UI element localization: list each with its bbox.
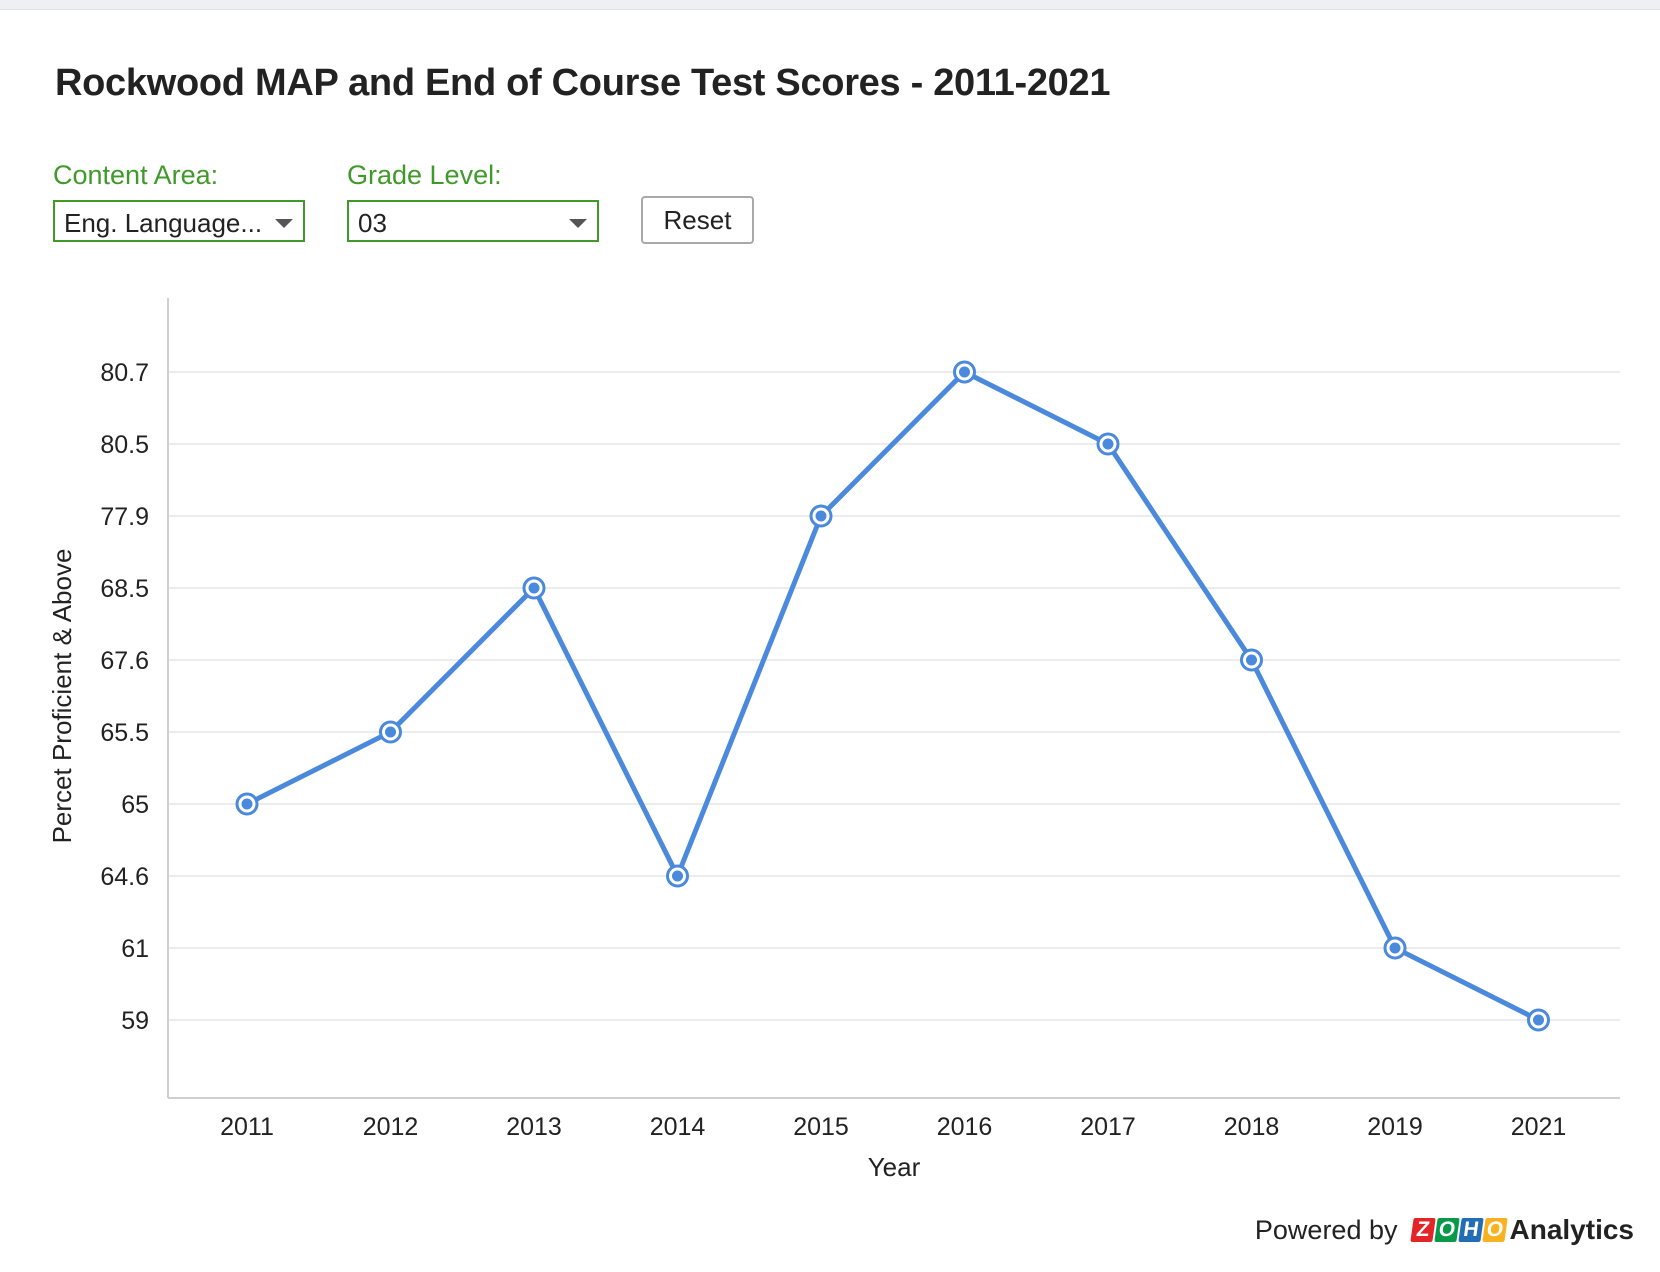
data-point (1246, 654, 1257, 666)
x-tick-label: 2021 (1511, 1113, 1567, 1141)
series-line (244, 369, 1541, 1023)
y-tick-label: 77.9 (100, 503, 149, 531)
x-tick-label: 2015 (793, 1113, 849, 1141)
analytics-word: Analytics (1509, 1214, 1635, 1245)
y-tick-label: 61 (121, 935, 149, 963)
data-point (1389, 942, 1401, 954)
y-tick-label: 65.5 (100, 719, 149, 747)
data-point (1102, 438, 1114, 450)
content-area-value: Eng. Language... (64, 208, 263, 238)
data-point (1533, 1014, 1544, 1026)
grade-level-select[interactable]: 03 (347, 200, 599, 242)
y-tick-label: 65 (121, 791, 149, 819)
x-tick-label: 2011 (220, 1113, 274, 1141)
y-tick-label: 68.5 (100, 575, 149, 603)
content-area-select[interactable]: Eng. Language... (53, 200, 305, 242)
chevron-down-icon (275, 219, 293, 228)
x-tick-label: 2013 (506, 1113, 562, 1141)
grade-level-label: Grade Level: (347, 160, 502, 190)
y-tick-label: 80.5 (100, 431, 149, 459)
y-tick-label: 80.7 (100, 359, 149, 387)
powered-by-text: Powered by (1254, 1214, 1398, 1245)
data-point (672, 870, 683, 882)
page-title: Rockwood MAP and End of Course Test Scor… (55, 62, 1111, 104)
zoho-logo-letter: O (1433, 1218, 1460, 1242)
data-point (815, 510, 827, 522)
data-point (959, 366, 970, 378)
browser-top-strip (0, 0, 1660, 10)
x-tick-label: 2012 (363, 1113, 419, 1141)
line-chart: 59 61 64.6 65 65.5 67.6 68.5 77.9 80.5 80.7 2011 20… (47, 298, 1620, 1182)
x-tick-label: 2018 (1224, 1113, 1280, 1141)
x-tick-label: 2017 (1080, 1113, 1136, 1141)
zoho-logo-letter: Z (1409, 1218, 1436, 1242)
x-tick-label: 2019 (1367, 1113, 1423, 1141)
x-tick-label: 2014 (650, 1113, 706, 1141)
y-tick-label: 67.6 (100, 647, 149, 675)
y-tick-label: 64.6 (100, 863, 149, 891)
zoho-logo-letter: H (1457, 1218, 1484, 1242)
data-point (241, 798, 253, 810)
data-point (528, 582, 540, 594)
reset-button[interactable]: Reset (641, 196, 754, 244)
zoho-logo-letter: O (1481, 1218, 1508, 1242)
content-area-label: Content Area: (53, 160, 219, 190)
chevron-down-icon (569, 219, 587, 228)
y-tick-label: 59 (121, 1007, 149, 1035)
grade-level-value: 03 (358, 208, 387, 238)
x-tick-label: 2016 (937, 1113, 993, 1141)
x-axis-title: Year (868, 1152, 921, 1182)
data-point (385, 726, 396, 738)
y-axis-title: Percet Proficient & Above (47, 549, 77, 844)
